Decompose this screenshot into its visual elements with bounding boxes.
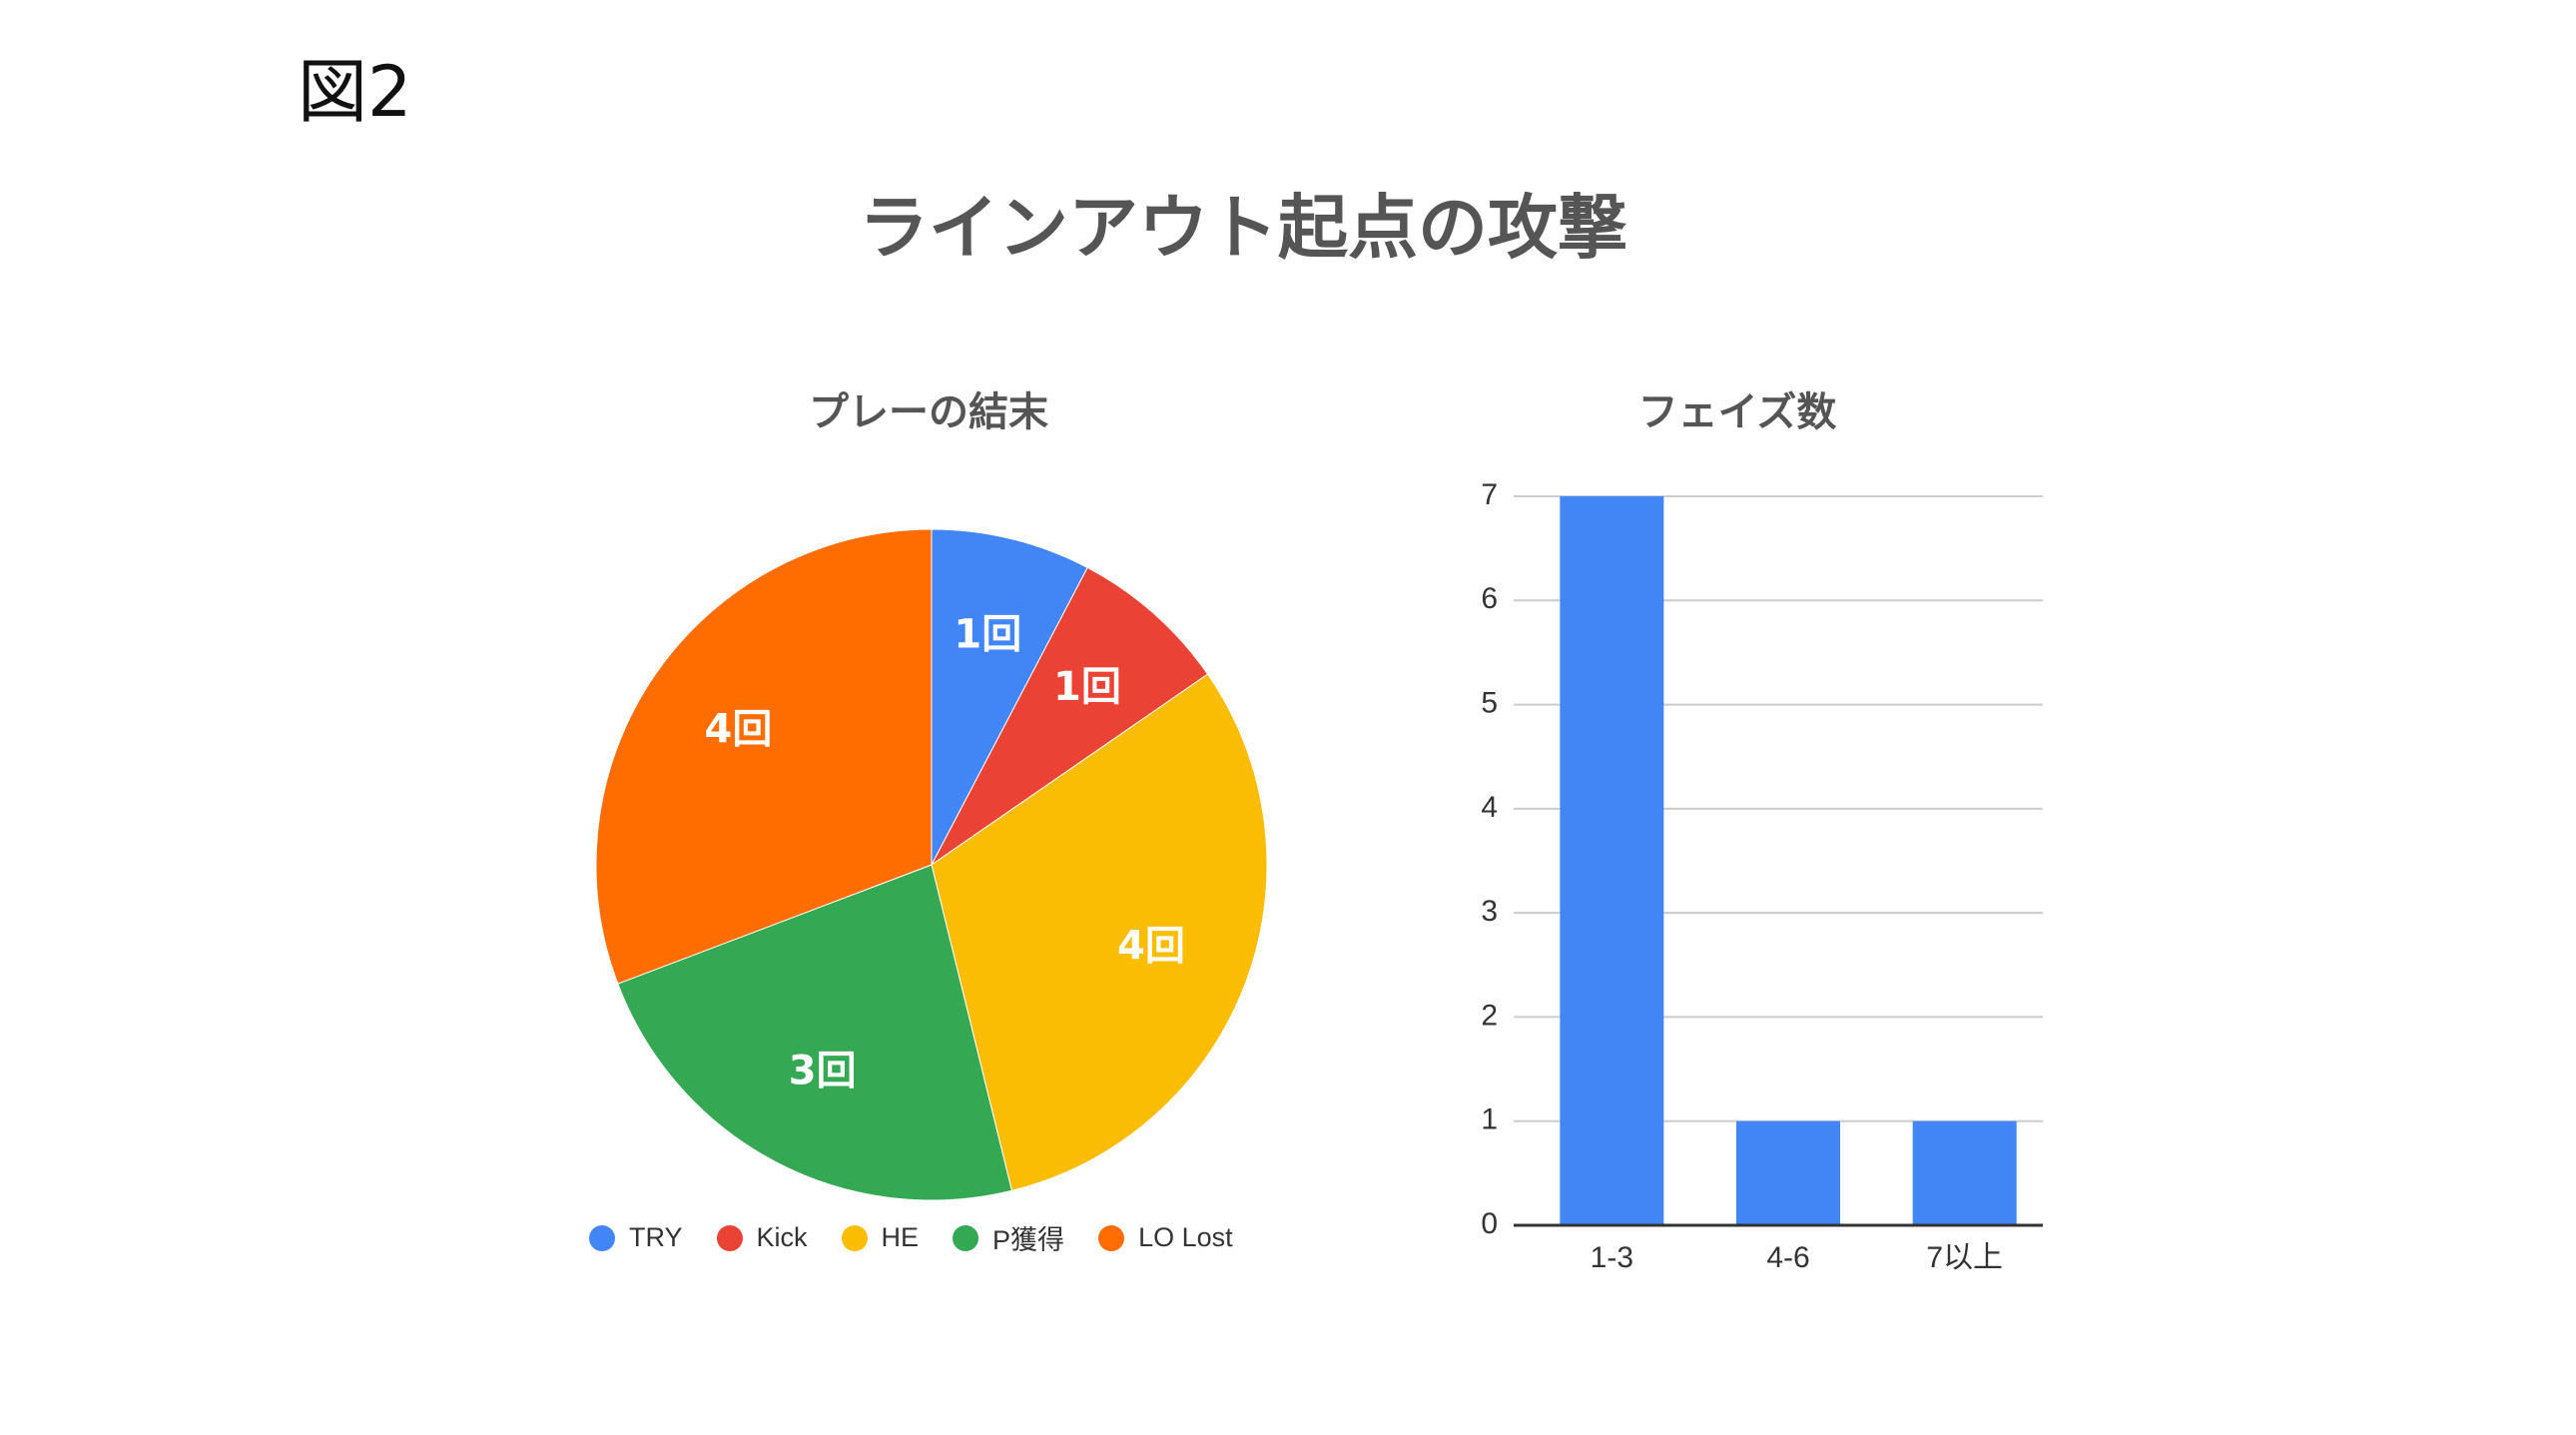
legend-label-2: HE xyxy=(881,1222,920,1252)
x-tick-label-2: 7以上 xyxy=(1926,1241,2003,1274)
figure-label: 図2 xyxy=(298,51,412,133)
y-tick-label-0: 0 xyxy=(1481,1207,1498,1240)
pie-chart-title: プレーの結末 xyxy=(809,389,1048,435)
legend-swatch-0 xyxy=(589,1224,615,1251)
legend-item-1: Kick xyxy=(716,1222,808,1253)
main-title: ラインアウト起点の攻撃 xyxy=(859,187,1627,269)
bar-chart: 0 1 2 3 4 5 6 7 1-3 4-6 7以上 xyxy=(1481,478,2043,1274)
y-tick-label-2: 2 xyxy=(1481,999,1498,1032)
y-tick-label-6: 6 xyxy=(1481,582,1498,615)
legend-item-2: HE xyxy=(841,1222,920,1253)
pie-slice-1 xyxy=(931,566,1209,866)
bar-2 xyxy=(1912,1120,2017,1225)
y-tick-label-5: 5 xyxy=(1481,686,1498,719)
pie-slice-label-1: 1回 xyxy=(1053,664,1121,710)
legend-label-1: Kick xyxy=(756,1222,808,1252)
legend-swatch-3 xyxy=(953,1224,979,1251)
y-tick-label-4: 4 xyxy=(1481,791,1498,824)
pie-slice-label-3: 3回 xyxy=(789,1048,857,1093)
legend-label-3: P獲得 xyxy=(992,1225,1065,1255)
y-tick-label-3: 3 xyxy=(1481,895,1498,928)
pie-slice-label-2: 4回 xyxy=(1117,923,1185,969)
pie-slice-0 xyxy=(931,528,1088,866)
legend-swatch-4 xyxy=(1098,1224,1125,1251)
legend-item-4: LO Lost xyxy=(1098,1222,1233,1253)
pie-slice-label-0: 1回 xyxy=(954,612,1021,658)
pie-slice-label-4: 4回 xyxy=(705,706,773,752)
legend-swatch-2 xyxy=(841,1224,868,1251)
bar-chart-title: フェイズ数 xyxy=(1637,389,1837,435)
legend-item-0: TRY xyxy=(589,1222,683,1253)
legend-label-4: LO Lost xyxy=(1138,1222,1233,1252)
bar-0 xyxy=(1560,496,1664,1225)
legend-item-3: P獲得 xyxy=(953,1218,1064,1257)
pie-slice-3 xyxy=(617,864,1013,1201)
y-tick-label-1: 1 xyxy=(1481,1103,1498,1136)
bar-1 xyxy=(1736,1120,1840,1225)
pie-slice-4 xyxy=(595,528,933,985)
x-tick-label-1: 4-6 xyxy=(1766,1241,1809,1274)
pie-chart: 1回 1回 4回 3回 4回 xyxy=(595,528,1268,1201)
legend-label-0: TRY xyxy=(629,1222,683,1252)
pie-legend: TRY Kick HE P獲得 LO Lost xyxy=(589,1218,1267,1257)
pie-slice-2 xyxy=(931,673,1268,1191)
legend-swatch-1 xyxy=(716,1224,743,1251)
x-tick-label-0: 1-3 xyxy=(1591,1241,1633,1274)
y-tick-label-7: 7 xyxy=(1481,478,1498,511)
